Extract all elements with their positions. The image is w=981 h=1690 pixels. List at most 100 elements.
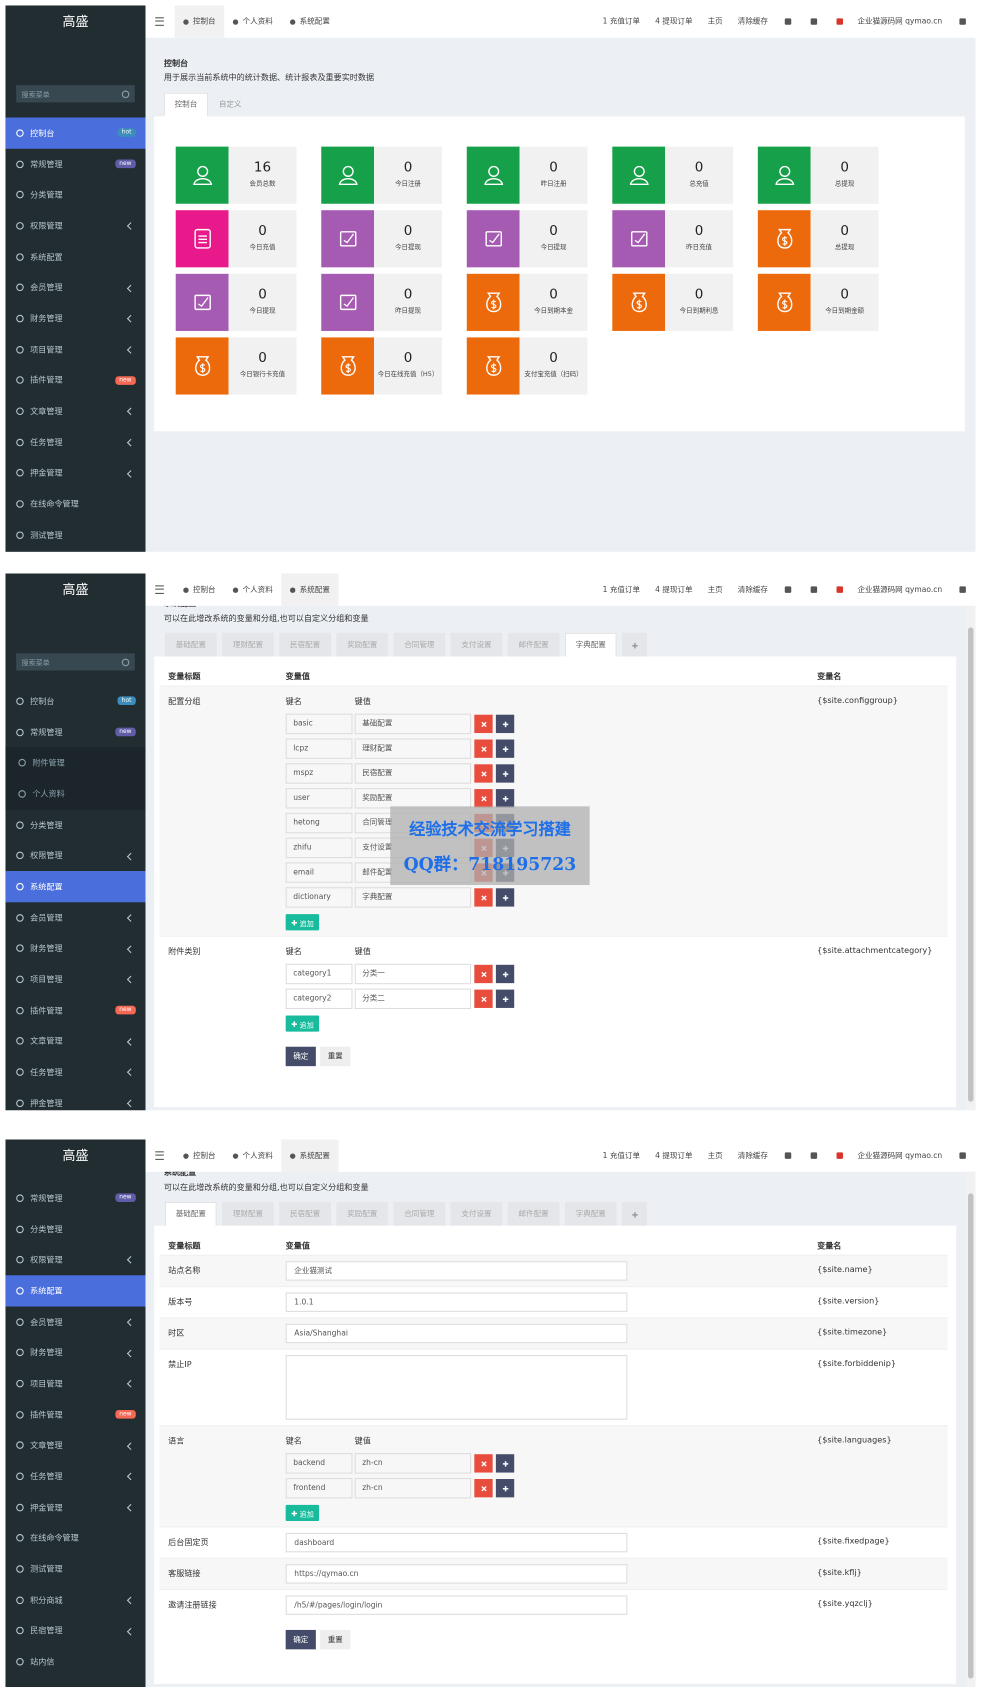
value-input[interactable]: 基础配置: [354, 713, 472, 735]
config-tab[interactable]: 基础配置: [164, 632, 217, 658]
top-link[interactable]: 主页: [707, 17, 723, 26]
move-button[interactable]: [495, 1454, 515, 1473]
site-name[interactable]: 企业猫源码网 qymao.cn: [857, 17, 943, 26]
delete-button[interactable]: [474, 888, 493, 907]
top-link[interactable]: 清除缓存: [737, 17, 768, 26]
menu-item[interactable]: 押金管理: [5, 458, 145, 489]
add-tab[interactable]: [622, 1201, 647, 1227]
menu-item[interactable]: 个人资料: [5, 778, 146, 810]
menu-item[interactable]: 插件管理 new: [5, 365, 145, 396]
menu-item[interactable]: 控制台 hot: [5, 686, 145, 717]
move-button[interactable]: [495, 1479, 515, 1498]
key-input[interactable]: category2: [285, 988, 353, 1010]
delete-button[interactable]: [474, 989, 493, 1008]
move-button[interactable]: [495, 964, 515, 984]
menu-toggle[interactable]: [155, 1151, 164, 1160]
config-tab[interactable]: 理财配置: [222, 632, 274, 658]
settings-icon[interactable]: [959, 18, 966, 25]
delete-button[interactable]: [474, 1479, 493, 1498]
fullscreen-icon[interactable]: [811, 586, 818, 593]
menu-item[interactable]: 权限管理: [5, 840, 145, 871]
nav-tab[interactable]: 系统配置: [281, 1139, 339, 1172]
tab[interactable]: 自定义: [218, 100, 242, 109]
move-button[interactable]: [495, 764, 515, 783]
move-button[interactable]: [495, 989, 515, 1008]
nav-tab[interactable]: 控制台: [174, 5, 225, 38]
menu-item[interactable]: 测试管理: [5, 520, 145, 551]
menu-item[interactable]: 财务管理: [5, 303, 145, 334]
menu-toggle[interactable]: [155, 585, 164, 594]
delete-button[interactable]: [474, 714, 493, 734]
value-input[interactable]: zh-cn: [354, 1477, 472, 1499]
config-tab[interactable]: 字典配置: [564, 632, 617, 658]
key-input[interactable]: user: [285, 788, 353, 809]
menu-item[interactable]: 押金管理: [5, 1088, 145, 1111]
site-name[interactable]: 企业猫源码网 qymao.cn: [857, 585, 943, 594]
submit-button[interactable]: 确定: [285, 1046, 316, 1067]
config-tab[interactable]: 奖励配置: [336, 632, 389, 658]
delete-button[interactable]: [474, 964, 493, 984]
config-tab[interactable]: 民宿配置: [279, 1201, 331, 1227]
menu-item[interactable]: 积分商城: [5, 1585, 145, 1616]
delete-button[interactable]: [474, 789, 493, 808]
textarea[interactable]: [285, 1355, 628, 1420]
text-input[interactable]: 企业猫测试: [285, 1261, 628, 1281]
menu-item[interactable]: 系统配置: [5, 871, 146, 903]
menu-item[interactable]: 财务管理: [5, 1337, 145, 1368]
tab[interactable]: 控制台: [163, 92, 209, 117]
key-input[interactable]: email: [285, 862, 353, 883]
value-input[interactable]: 分类二: [354, 988, 472, 1010]
config-tab[interactable]: 理财配置: [222, 1201, 274, 1227]
nav-tab[interactable]: 个人资料: [224, 1139, 281, 1171]
config-tab[interactable]: 合同管理: [393, 632, 446, 658]
nav-tab[interactable]: 控制台: [175, 573, 225, 605]
menu-item[interactable]: 任务管理: [5, 1057, 145, 1088]
menu-toggle[interactable]: [155, 17, 164, 26]
menu-item[interactable]: 附件管理: [5, 747, 146, 779]
text-input[interactable]: 1.0.1: [285, 1292, 628, 1312]
menu-item[interactable]: 文章管理: [5, 1026, 145, 1057]
config-tab[interactable]: 邮件配置: [507, 632, 560, 658]
top-link[interactable]: 4 提现订单: [655, 585, 693, 594]
move-button[interactable]: [495, 714, 515, 734]
menu-item[interactable]: 常规管理 new: [5, 717, 145, 748]
key-input[interactable]: category1: [285, 963, 353, 985]
move-button[interactable]: [495, 789, 515, 808]
menu-item[interactable]: 项目管理: [5, 334, 145, 365]
top-link[interactable]: 清除缓存: [737, 585, 768, 594]
value-input[interactable]: 字典配置: [354, 887, 472, 908]
delete-button[interactable]: [474, 1454, 493, 1473]
config-tab[interactable]: 支付设置: [450, 1201, 503, 1227]
menu-item[interactable]: 分类管理: [5, 1213, 145, 1244]
lang-icon[interactable]: [785, 586, 792, 593]
nav-tab[interactable]: 系统配置: [281, 5, 338, 37]
nav-tab[interactable]: 个人资料: [224, 5, 281, 37]
menu-item[interactable]: 插件管理 new: [5, 995, 145, 1026]
nav-tab[interactable]: 系统配置: [281, 573, 339, 606]
submit-button[interactable]: 确定: [285, 1629, 316, 1650]
menu-item[interactable]: 站内信: [5, 1646, 145, 1677]
menu-item[interactable]: 插件管理 new: [5, 1399, 145, 1430]
menu-item[interactable]: 任务管理: [5, 1461, 145, 1492]
config-tab[interactable]: 基础配置: [164, 1201, 217, 1227]
reset-button[interactable]: 重置: [320, 1629, 351, 1650]
menu-item[interactable]: 分类管理: [5, 809, 145, 840]
fullscreen-icon[interactable]: [811, 1152, 818, 1159]
nav-tab[interactable]: 控制台: [175, 1139, 225, 1171]
key-input[interactable]: lcpz: [285, 738, 353, 759]
fullscreen-icon[interactable]: [811, 18, 818, 25]
text-input[interactable]: Asia/Shanghai: [285, 1323, 628, 1344]
settings-icon[interactable]: [959, 586, 966, 593]
top-link[interactable]: 4 提现订单: [655, 1151, 693, 1160]
menu-item[interactable]: 在线命令管理: [5, 489, 145, 520]
menu-item[interactable]: 常规管理 new: [5, 1183, 145, 1214]
top-link[interactable]: 主页: [707, 1151, 723, 1160]
key-input[interactable]: mspz: [285, 763, 353, 784]
menu-item[interactable]: 财务管理: [5, 933, 145, 964]
key-input[interactable]: basic: [285, 713, 353, 735]
top-link[interactable]: 1 充值订单: [602, 1151, 641, 1160]
menu-item[interactable]: 会员管理: [5, 902, 145, 933]
config-tab[interactable]: 邮件配置: [507, 1201, 560, 1227]
value-input[interactable]: zh-cn: [354, 1453, 472, 1474]
key-input[interactable]: zhifu: [285, 837, 353, 859]
